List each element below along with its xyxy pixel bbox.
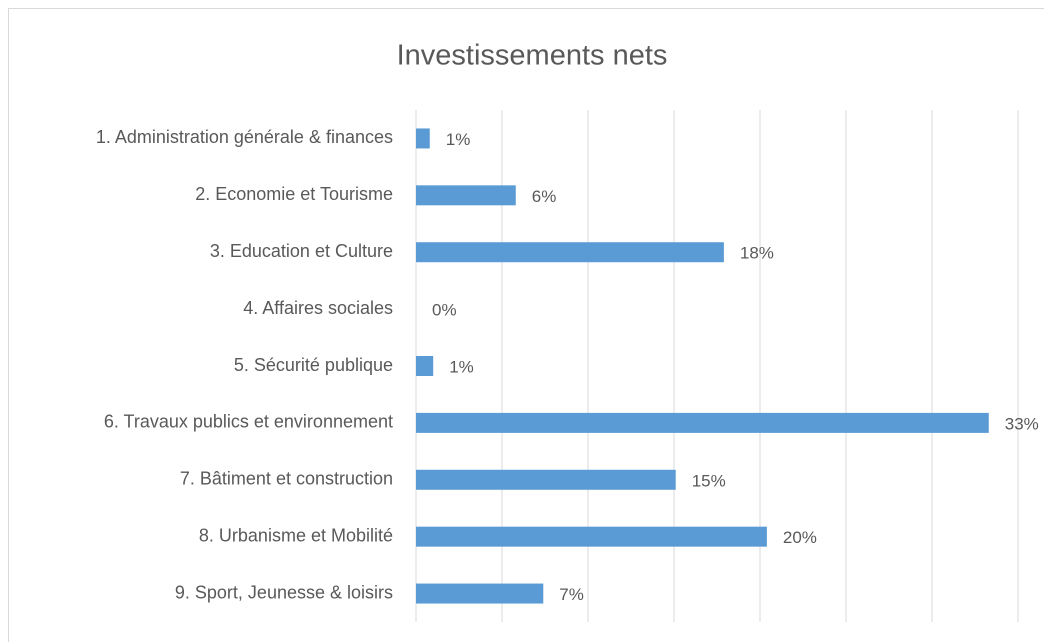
bar (416, 526, 767, 547)
bar (416, 128, 430, 149)
bar (416, 356, 434, 376)
bar (416, 185, 516, 206)
data-label: 1% (449, 357, 474, 376)
data-label: 7% (559, 585, 584, 604)
data-label: 6% (532, 187, 557, 206)
bar (416, 412, 989, 433)
data-label: 1% (446, 130, 471, 149)
data-label: 0% (432, 301, 457, 320)
y-tick-label: 2. Economie et Tourisme (195, 184, 393, 204)
y-tick-label: 7. Bâtiment et construction (180, 469, 393, 489)
bar (416, 583, 544, 604)
bar (416, 469, 676, 490)
y-tick-label: 9. Sport, Jeunesse & loisirs (175, 582, 393, 602)
data-label: 15% (692, 471, 726, 490)
y-tick-label: 3. Education et Culture (210, 241, 393, 261)
data-label: 33% (1005, 414, 1039, 433)
y-tick-label: 6. Travaux publics et environnement (104, 412, 393, 432)
chart-title: Investissements nets (397, 40, 668, 72)
data-label: 20% (783, 528, 817, 547)
chart-border (8, 8, 1044, 642)
y-tick-label: 8. Urbanisme et Mobilité (199, 525, 393, 545)
bar (416, 242, 724, 263)
y-tick-label: 5. Sécurité publique (234, 355, 393, 375)
y-tick-label: 4. Affaires sociales (243, 298, 393, 318)
data-label: 18% (740, 244, 774, 263)
y-tick-label: 1. Administration générale & finances (96, 127, 393, 147)
